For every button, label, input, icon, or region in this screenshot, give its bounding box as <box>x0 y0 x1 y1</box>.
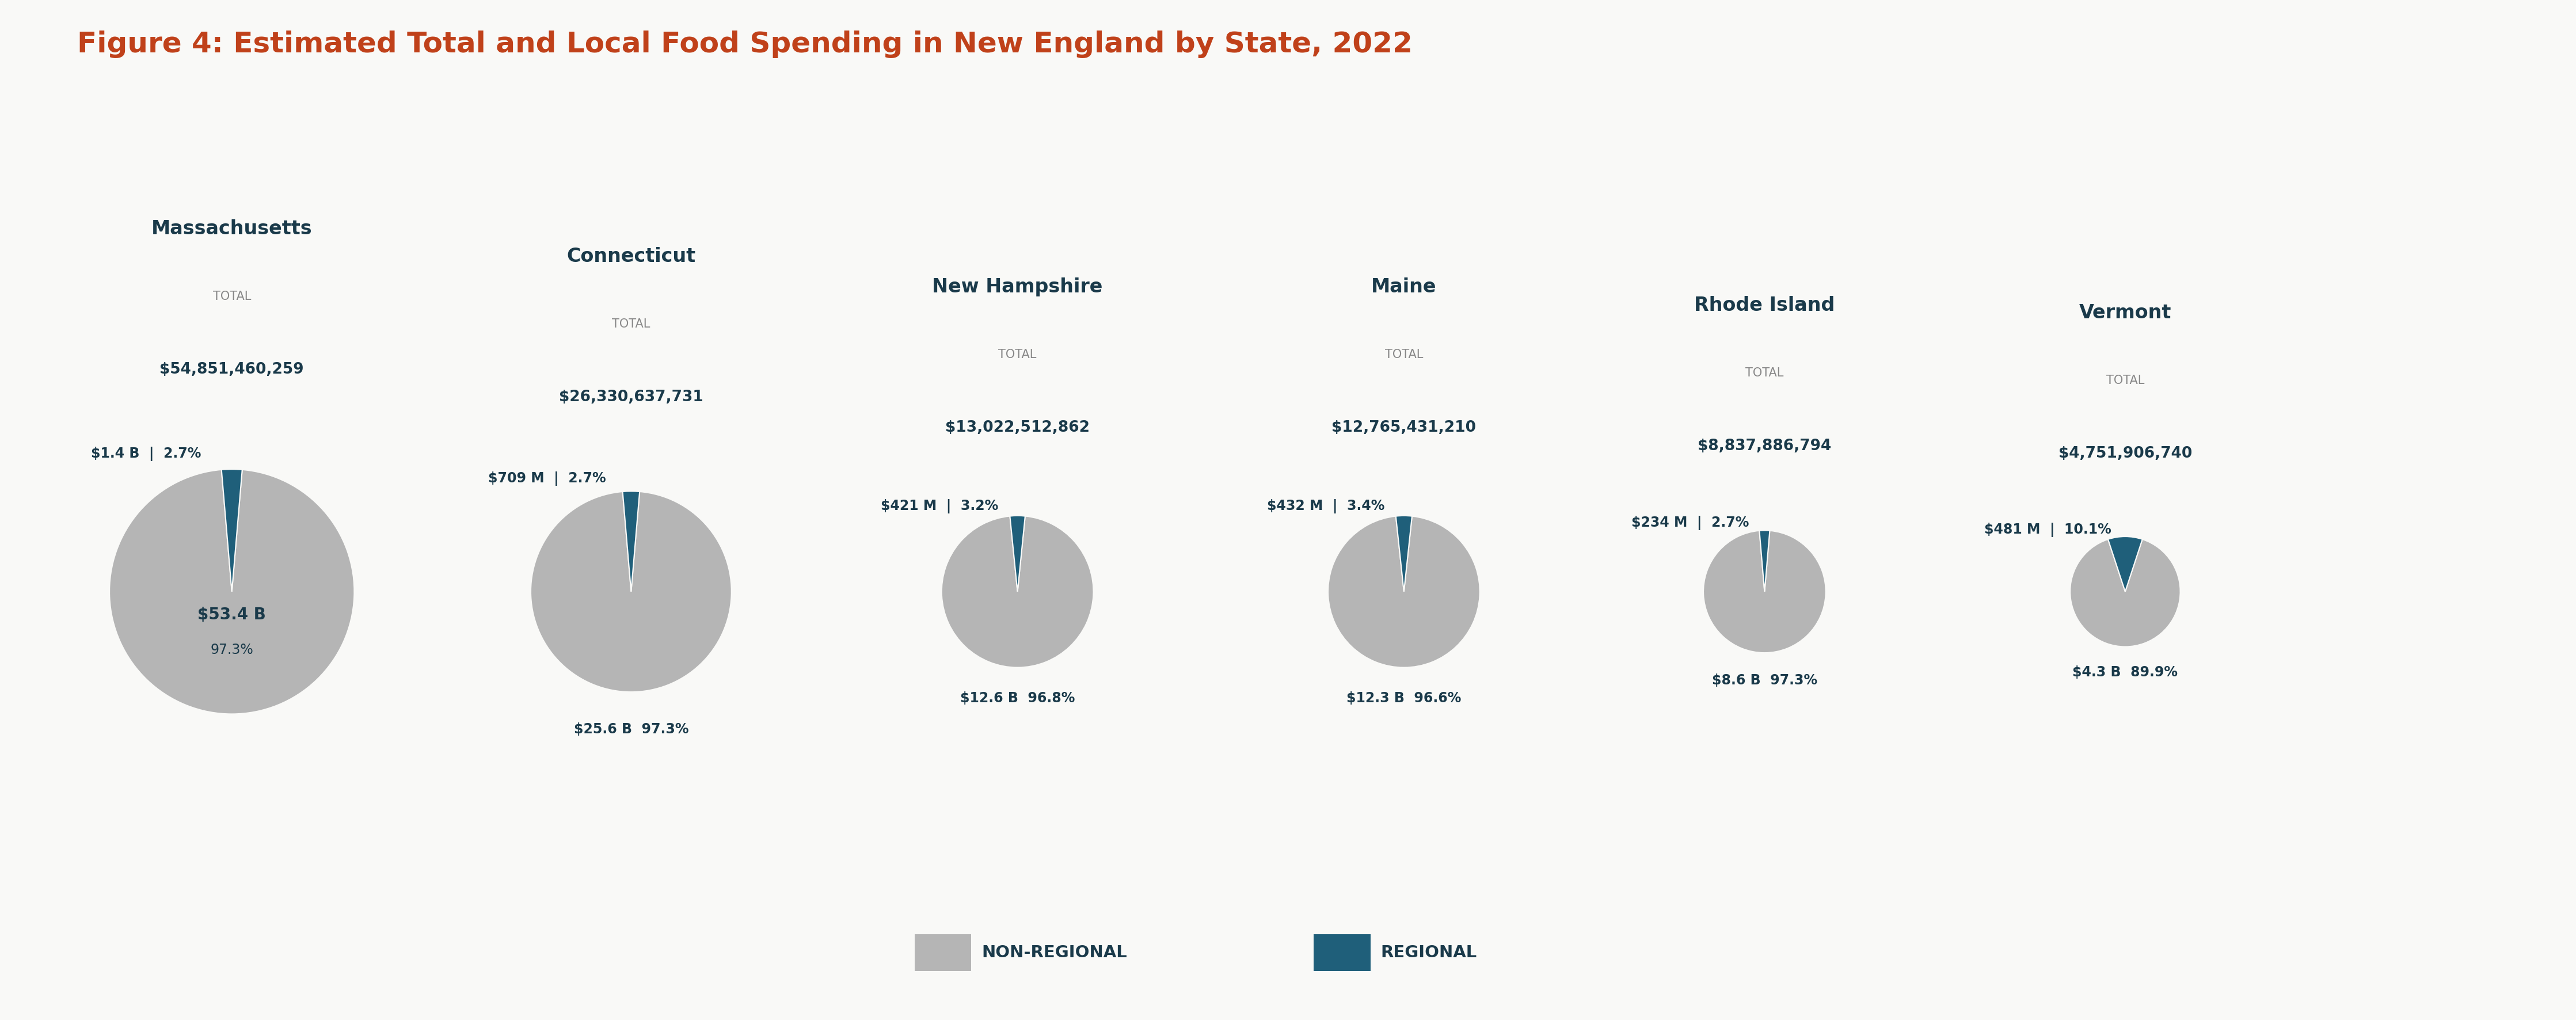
Wedge shape <box>623 492 639 592</box>
Text: $4,751,906,740: $4,751,906,740 <box>2058 447 2192 461</box>
Text: $4.3 B  89.9%: $4.3 B 89.9% <box>2074 666 2177 679</box>
Text: $13,022,512,862: $13,022,512,862 <box>945 420 1090 436</box>
Text: TOTAL: TOTAL <box>613 318 649 329</box>
Text: $8,837,886,794: $8,837,886,794 <box>1698 439 1832 454</box>
Text: Rhode Island: Rhode Island <box>1695 296 1834 315</box>
Text: REGIONAL: REGIONAL <box>1381 945 1476 961</box>
Text: TOTAL: TOTAL <box>214 291 250 302</box>
Text: $12,765,431,210: $12,765,431,210 <box>1332 420 1476 436</box>
Wedge shape <box>1396 516 1412 592</box>
Text: $8.6 B  97.3%: $8.6 B 97.3% <box>1713 673 1816 687</box>
Text: $432 M  |  3.4%: $432 M | 3.4% <box>1267 499 1386 513</box>
Text: $25.6 B  97.3%: $25.6 B 97.3% <box>574 722 688 736</box>
Text: $12.3 B  96.6%: $12.3 B 96.6% <box>1347 692 1461 706</box>
Text: $421 M  |  3.2%: $421 M | 3.2% <box>881 499 999 513</box>
Text: $481 M  |  10.1%: $481 M | 10.1% <box>1984 522 2112 537</box>
Text: Figure 4: Estimated Total and Local Food Spending in New England by State, 2022: Figure 4: Estimated Total and Local Food… <box>77 31 1412 58</box>
Text: TOTAL: TOTAL <box>1386 349 1422 360</box>
Wedge shape <box>2071 540 2179 647</box>
Text: New Hampshire: New Hampshire <box>933 277 1103 297</box>
Text: $26,330,637,731: $26,330,637,731 <box>559 390 703 405</box>
Wedge shape <box>943 516 1092 667</box>
Text: TOTAL: TOTAL <box>2107 375 2143 387</box>
Wedge shape <box>1759 530 1770 592</box>
Text: $53.4 B: $53.4 B <box>198 607 265 622</box>
Text: $709 M  |  2.7%: $709 M | 2.7% <box>487 471 605 486</box>
Wedge shape <box>531 492 732 692</box>
Text: $12.6 B  96.8%: $12.6 B 96.8% <box>961 692 1074 706</box>
Text: Maine: Maine <box>1370 277 1437 297</box>
Wedge shape <box>1010 516 1025 592</box>
Wedge shape <box>2107 537 2143 592</box>
Wedge shape <box>1703 530 1826 653</box>
Text: 97.3%: 97.3% <box>211 643 252 657</box>
Wedge shape <box>108 469 355 714</box>
Wedge shape <box>222 469 242 592</box>
Text: $234 M  |  2.7%: $234 M | 2.7% <box>1631 515 1749 530</box>
Text: Vermont: Vermont <box>2079 304 2172 322</box>
Text: Connecticut: Connecticut <box>567 247 696 266</box>
Text: $1.4 B  |  2.7%: $1.4 B | 2.7% <box>90 447 201 461</box>
Text: TOTAL: TOTAL <box>1747 367 1783 378</box>
Wedge shape <box>1329 516 1479 667</box>
Text: TOTAL: TOTAL <box>999 349 1036 360</box>
Text: Massachusetts: Massachusetts <box>152 219 312 239</box>
Text: NON-REGIONAL: NON-REGIONAL <box>981 945 1126 961</box>
Text: $54,851,460,259: $54,851,460,259 <box>160 362 304 377</box>
